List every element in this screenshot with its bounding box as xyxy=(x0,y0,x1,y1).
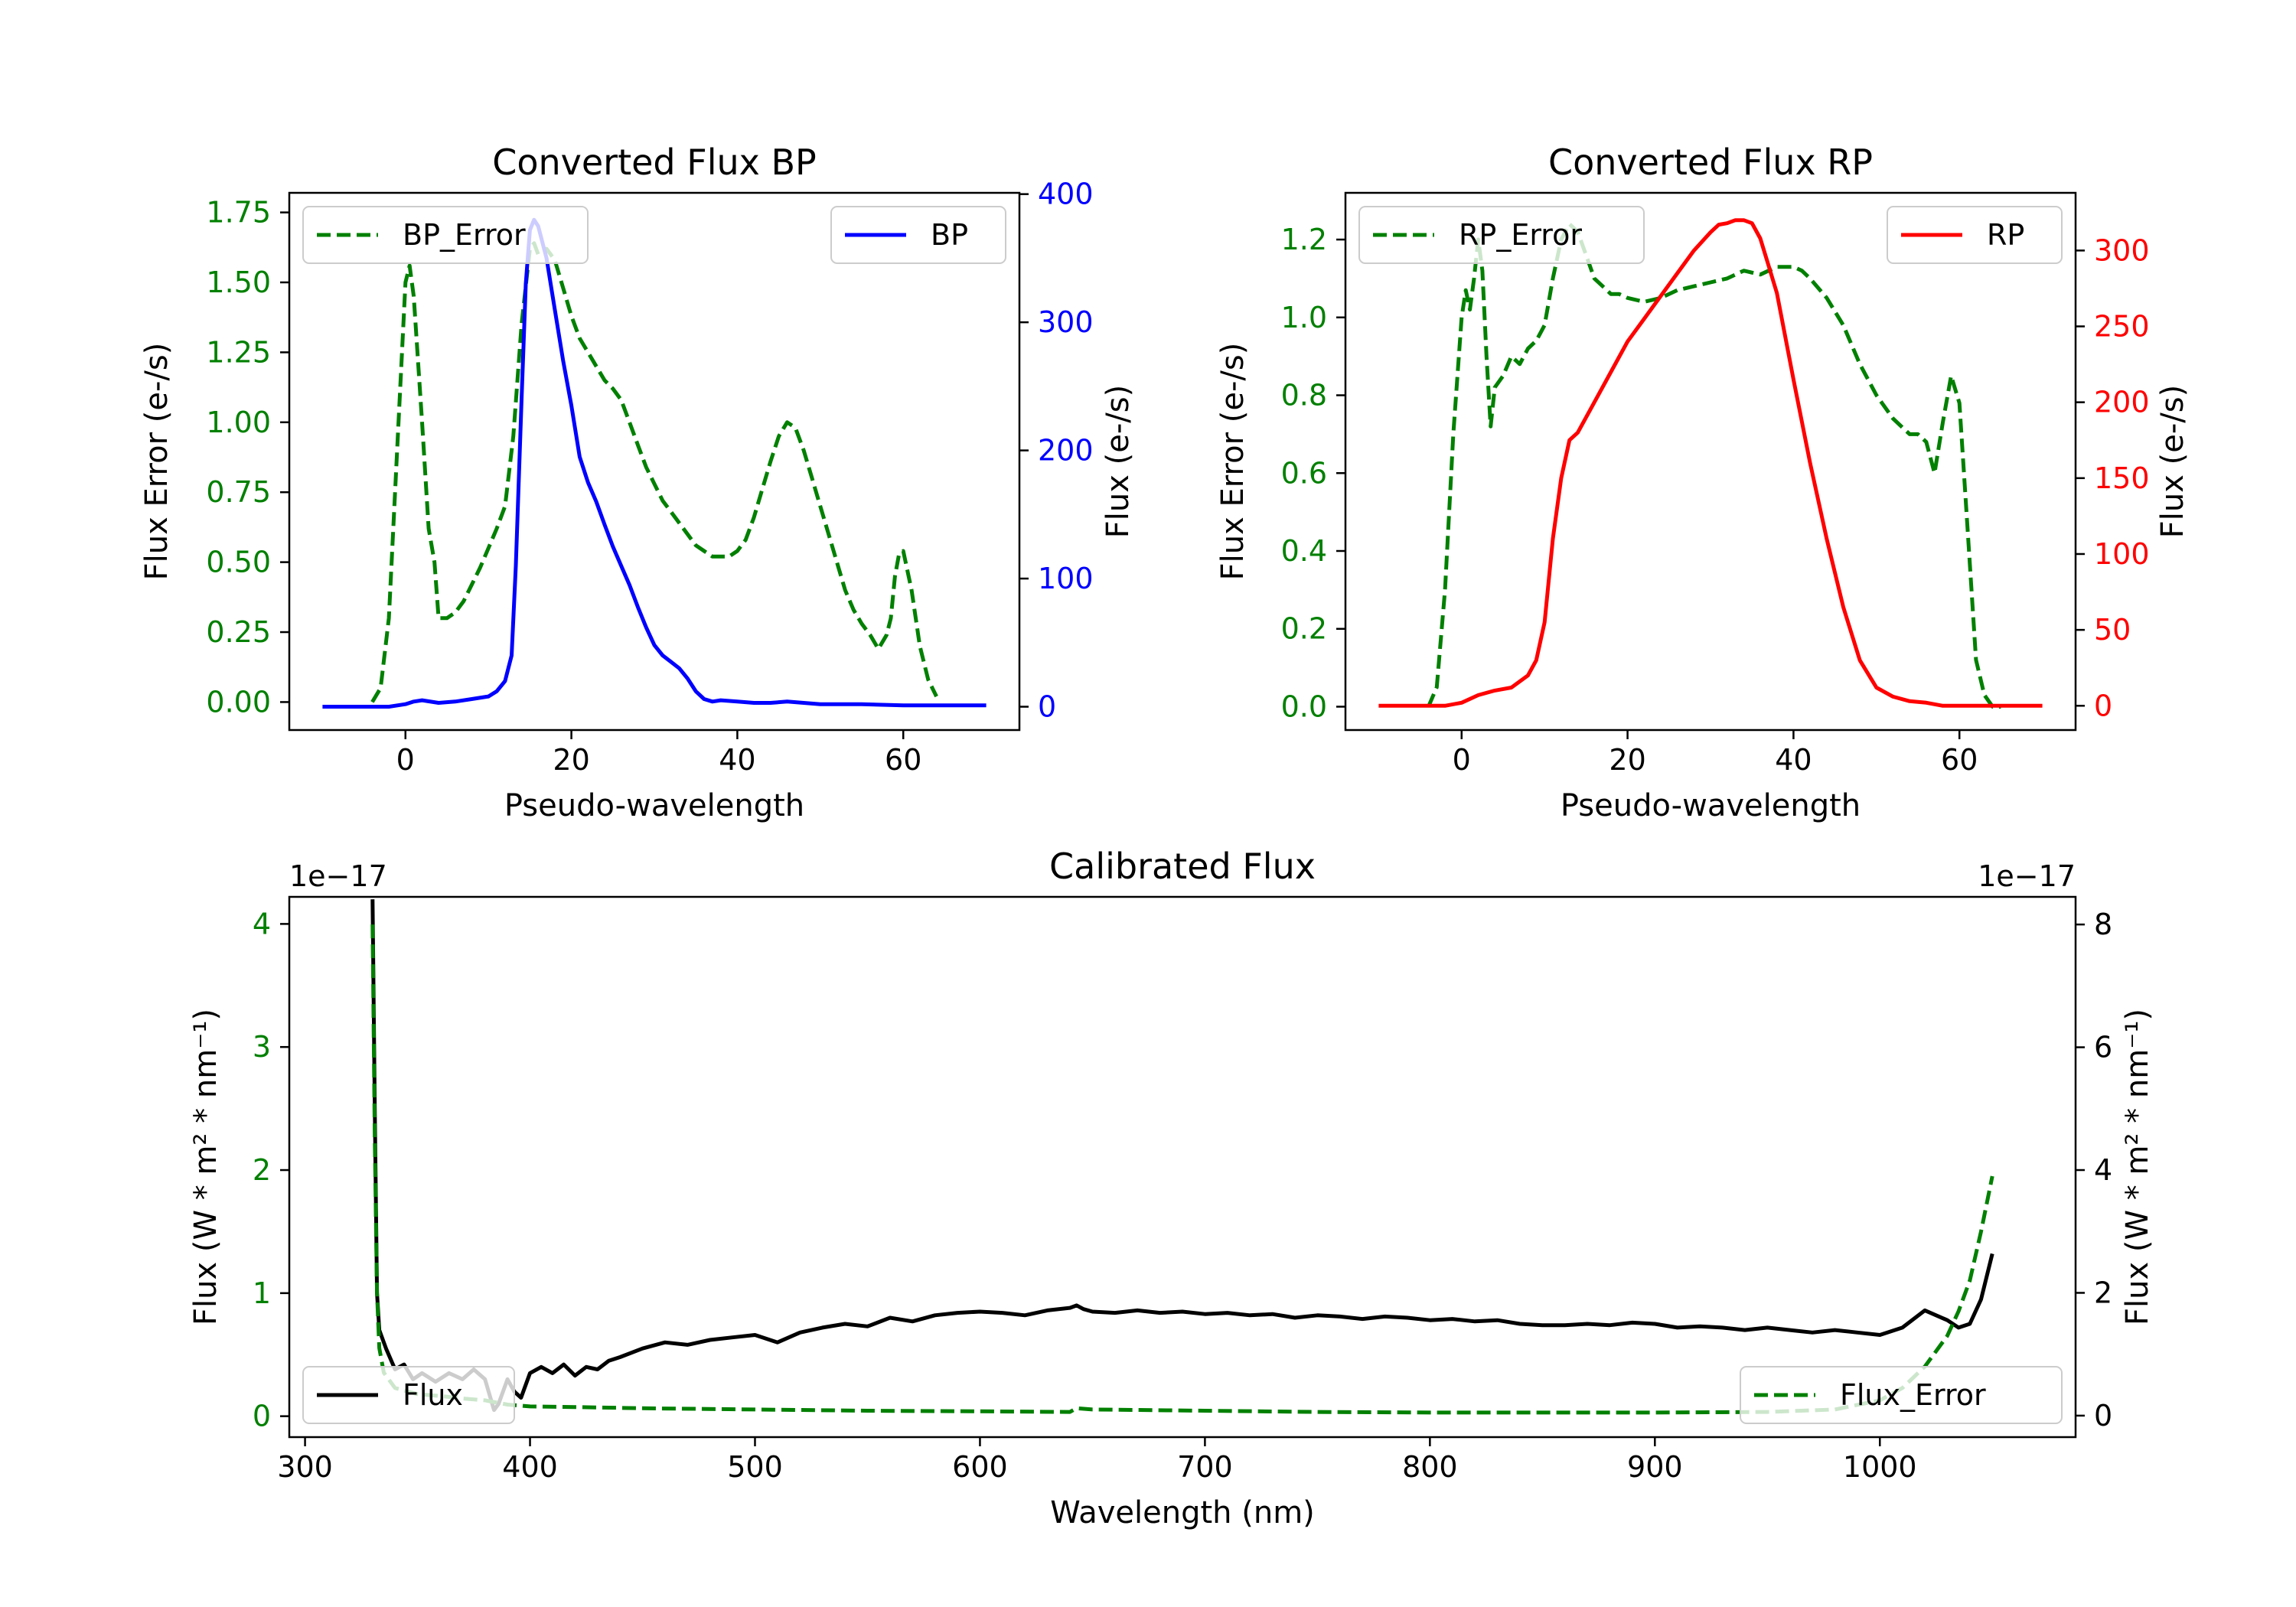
y-left-tick-label: 0.00 xyxy=(206,685,271,719)
legend-left-frame xyxy=(302,206,589,264)
x-tick-label: 700 xyxy=(1177,1450,1233,1484)
legend-right-frame xyxy=(1887,206,2063,264)
y-right-tick-label: 200 xyxy=(1038,434,1094,468)
y-left-axis-label: Flux Error (e-/s) xyxy=(139,343,174,581)
x-tick-label: 600 xyxy=(952,1450,1008,1484)
plot-frame xyxy=(1344,191,2077,732)
y-right-axis-label: Flux (e-/s) xyxy=(2155,385,2190,538)
y-right-offset-label: 1e−17 xyxy=(1978,859,2076,893)
y-right-tick-label: 50 xyxy=(2094,613,2131,647)
x-tick-label: 40 xyxy=(719,743,755,777)
legend-right-frame xyxy=(1740,1366,2063,1424)
x-tick-label: 900 xyxy=(1627,1450,1683,1484)
y-left-tick-label: 1.25 xyxy=(206,335,271,369)
x-tick-label: 500 xyxy=(727,1450,783,1484)
series-bp-line xyxy=(322,217,987,709)
x-tick-label: 20 xyxy=(1609,743,1645,777)
series-rp-line xyxy=(1378,218,2043,708)
y-right-tick-label: 8 xyxy=(2094,908,2112,941)
chart-title: Calibrated Flux xyxy=(1049,846,1316,887)
y-left-offset-label: 1e−17 xyxy=(289,859,387,893)
chart-bp: 0 20 40 60 0.00 0.25 0.50 0.75 1.00 1.25 1.50 1.75 0… xyxy=(139,142,1136,823)
y-left-tick-label: 1.75 xyxy=(206,196,271,230)
y-right-tick-label: 0 xyxy=(2094,689,2112,722)
chart-title: Converted Flux BP xyxy=(492,142,817,183)
y-left-tick-label: 0 xyxy=(253,1400,271,1433)
y-left-axis-label: Flux (W * m² * nm⁻¹) xyxy=(188,1009,223,1325)
x-axis-label: Pseudo-wavelength xyxy=(504,788,804,823)
x-axis-label: Pseudo-wavelength xyxy=(1561,788,1861,823)
y-right-tick-label: 2 xyxy=(2094,1276,2112,1309)
plot-frame xyxy=(288,191,1021,732)
y-left-tick-label: 0.4 xyxy=(1281,534,1327,568)
series-rp-error-line xyxy=(1427,222,2001,709)
y-right-tick-label: 200 xyxy=(2094,386,2150,419)
y-left-tick-label: 0.75 xyxy=(206,475,271,509)
legend-right-label: BP xyxy=(931,218,968,252)
y-left-tick-label: 1.00 xyxy=(206,406,271,439)
y-left-tick-label: 3 xyxy=(253,1030,271,1064)
y-left-tick-label: 0.25 xyxy=(206,615,271,649)
y-left-tick-label: 0.0 xyxy=(1281,689,1327,723)
y-left-tick-label: 0.2 xyxy=(1281,612,1327,646)
y-left-tick-label: 1 xyxy=(253,1276,271,1310)
legend-right-label: RP xyxy=(1987,218,2024,252)
y-left-tick-label: 1.2 xyxy=(1281,223,1327,256)
x-tick-label: 0 xyxy=(396,743,415,777)
x-tick-label: 60 xyxy=(885,743,921,777)
x-tick-label: 400 xyxy=(502,1450,558,1484)
y-right-tick-label: 300 xyxy=(1038,305,1094,339)
y-right-tick-label: 250 xyxy=(2094,310,2150,344)
series-flux-line xyxy=(370,899,1994,1413)
x-tick-label: 1000 xyxy=(1843,1450,1917,1484)
chart-cal: 300 400 500 600 700 800 900 1000 0 1 2 3 4 0 2 4 6 8 Calib… xyxy=(188,846,2155,1530)
x-tick-label: 0 xyxy=(1453,743,1471,777)
y-left-tick-label: 1.50 xyxy=(206,266,271,299)
legend-left-frame xyxy=(302,1366,515,1424)
legend-left-frame xyxy=(1358,206,1645,264)
y-left-tick-label: 0.6 xyxy=(1281,456,1327,490)
y-right-tick-label: 400 xyxy=(1038,178,1094,211)
y-left-tick-label: 4 xyxy=(253,907,271,940)
y-left-tick-label: 2 xyxy=(253,1153,271,1187)
y-left-tick-label: 0.50 xyxy=(206,546,271,579)
legend-left-label: BP_Error xyxy=(403,218,526,252)
y-left-axis-label: Flux Error (e-/s) xyxy=(1215,343,1251,581)
x-tick-label: 60 xyxy=(1941,743,1978,777)
y-right-tick-label: 300 xyxy=(2094,233,2150,267)
y-right-axis-label: Flux (W * m² * nm⁻¹) xyxy=(2120,1009,2155,1325)
y-right-tick-label: 0 xyxy=(1038,690,1056,724)
x-tick-label: 800 xyxy=(1402,1450,1458,1484)
legend-right-label: Flux_Error xyxy=(1840,1378,1986,1412)
y-right-axis-label: Flux (e-/s) xyxy=(1101,385,1136,538)
series-flux-error-line xyxy=(370,924,1994,1415)
chart-title: Converted Flux RP xyxy=(1548,142,1873,183)
chart-rp: 0 20 40 60 0.0 0.2 0.4 0.6 0.8 1.0 1.2 0 50 100 150 200… xyxy=(1215,142,2190,823)
y-left-tick-label: 1.0 xyxy=(1281,301,1327,334)
y-right-tick-label: 100 xyxy=(2094,537,2150,571)
x-axis-label: Wavelength (nm) xyxy=(1050,1495,1315,1530)
x-tick-label: 40 xyxy=(1775,743,1812,777)
plot-frame xyxy=(288,895,2077,1439)
y-right-tick-label: 6 xyxy=(2094,1031,2112,1064)
y-right-tick-label: 0 xyxy=(2094,1399,2112,1433)
y-left-tick-label: 0.8 xyxy=(1281,379,1327,412)
y-right-tick-label: 4 xyxy=(2094,1153,2112,1187)
y-right-tick-label: 150 xyxy=(2094,461,2150,495)
x-tick-label: 300 xyxy=(277,1450,333,1484)
legend-left-label: Flux xyxy=(403,1378,463,1412)
legend-left-label: RP_Error xyxy=(1459,218,1582,252)
series-bp-error-line xyxy=(370,241,938,703)
legend-right-frame xyxy=(830,206,1006,264)
x-tick-label: 20 xyxy=(553,743,589,777)
y-right-tick-label: 100 xyxy=(1038,562,1094,595)
